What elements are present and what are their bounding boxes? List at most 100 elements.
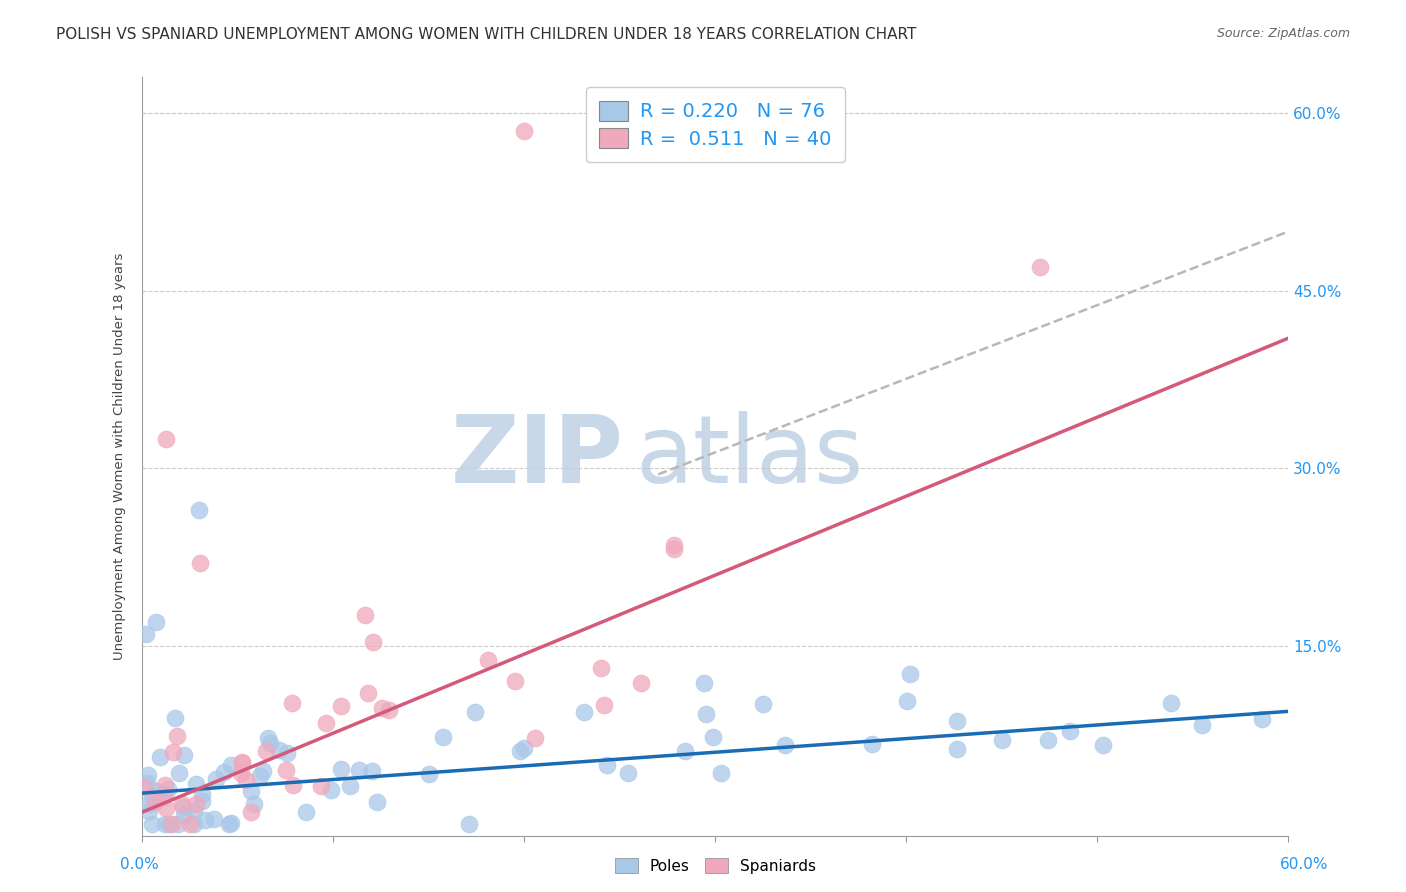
Point [188,503,211,517]
Point [513,740,536,755]
Point [231,756,253,770]
Point [432,731,454,745]
Point [172,797,194,811]
Point [166,729,188,743]
Point [219,758,242,772]
Point [156,781,179,796]
Point [276,747,298,761]
Point [212,765,235,780]
Text: atlas: atlas [636,410,863,502]
Point [145,615,167,630]
Point [464,705,486,719]
Point [169,766,191,780]
Point [751,697,773,711]
Point [366,795,388,809]
Point [188,556,211,570]
Point [371,701,394,715]
Point [329,762,352,776]
Point [143,795,166,809]
Point [155,801,177,815]
Point [194,813,217,827]
Point [281,778,304,792]
Point [361,764,384,778]
Point [153,817,176,831]
Point [132,780,155,795]
Point [155,778,177,792]
Point [159,817,181,831]
Point [945,714,967,728]
Point [574,705,596,719]
Point [231,755,253,769]
Point [191,794,214,808]
Point [773,738,796,752]
Point [184,797,207,812]
Point [418,766,440,780]
Point [149,750,172,764]
Point [202,812,225,826]
Point [896,694,918,708]
Point [664,538,686,552]
Point [509,744,531,758]
Point [141,817,163,831]
Point [135,627,157,641]
Point [361,634,384,648]
Point [946,742,969,756]
Point [329,698,352,713]
Point [153,787,176,801]
Point [274,763,297,777]
Point [477,653,499,667]
Point [693,676,716,690]
Point [353,607,375,622]
Point [138,797,160,811]
Point [141,789,163,803]
Point [235,773,257,788]
Point [664,542,686,557]
Point [458,817,481,831]
Point [240,805,263,819]
Point [162,745,184,759]
Point [190,788,212,802]
Point [172,800,194,814]
Point [309,779,332,793]
Point [219,815,242,830]
Point [165,711,187,725]
Point [709,766,731,780]
Y-axis label: Unemployment Among Women with Children Under 18 years: Unemployment Among Women with Children U… [114,253,127,660]
Point [138,804,160,818]
Text: 60.0%: 60.0% [1281,857,1329,872]
Point [1029,260,1052,274]
Point [695,707,717,722]
Point [513,124,536,138]
Point [592,698,614,713]
Point [377,703,399,717]
Point [145,783,167,797]
Point [281,696,304,710]
Point [315,715,337,730]
Point [596,758,619,772]
Text: ZIP: ZIP [451,410,624,502]
Point [254,744,277,758]
Point [184,777,207,791]
Point [136,775,159,789]
Point [229,766,252,780]
Point [205,772,228,787]
Point [1059,723,1081,738]
Point [173,747,195,762]
Point [319,783,342,797]
Point [1191,718,1213,732]
Point [166,817,188,831]
Point [356,686,378,700]
Point [1160,696,1182,710]
Point [1250,712,1272,726]
Point [173,807,195,822]
Point [630,676,652,690]
Point [179,817,201,831]
Point [252,764,274,779]
Point [991,733,1014,747]
Point [617,765,640,780]
Point [183,804,205,818]
Point [589,660,612,674]
Point [339,779,361,793]
Point [673,743,696,757]
Text: Source: ZipAtlas.com: Source: ZipAtlas.com [1216,27,1350,40]
